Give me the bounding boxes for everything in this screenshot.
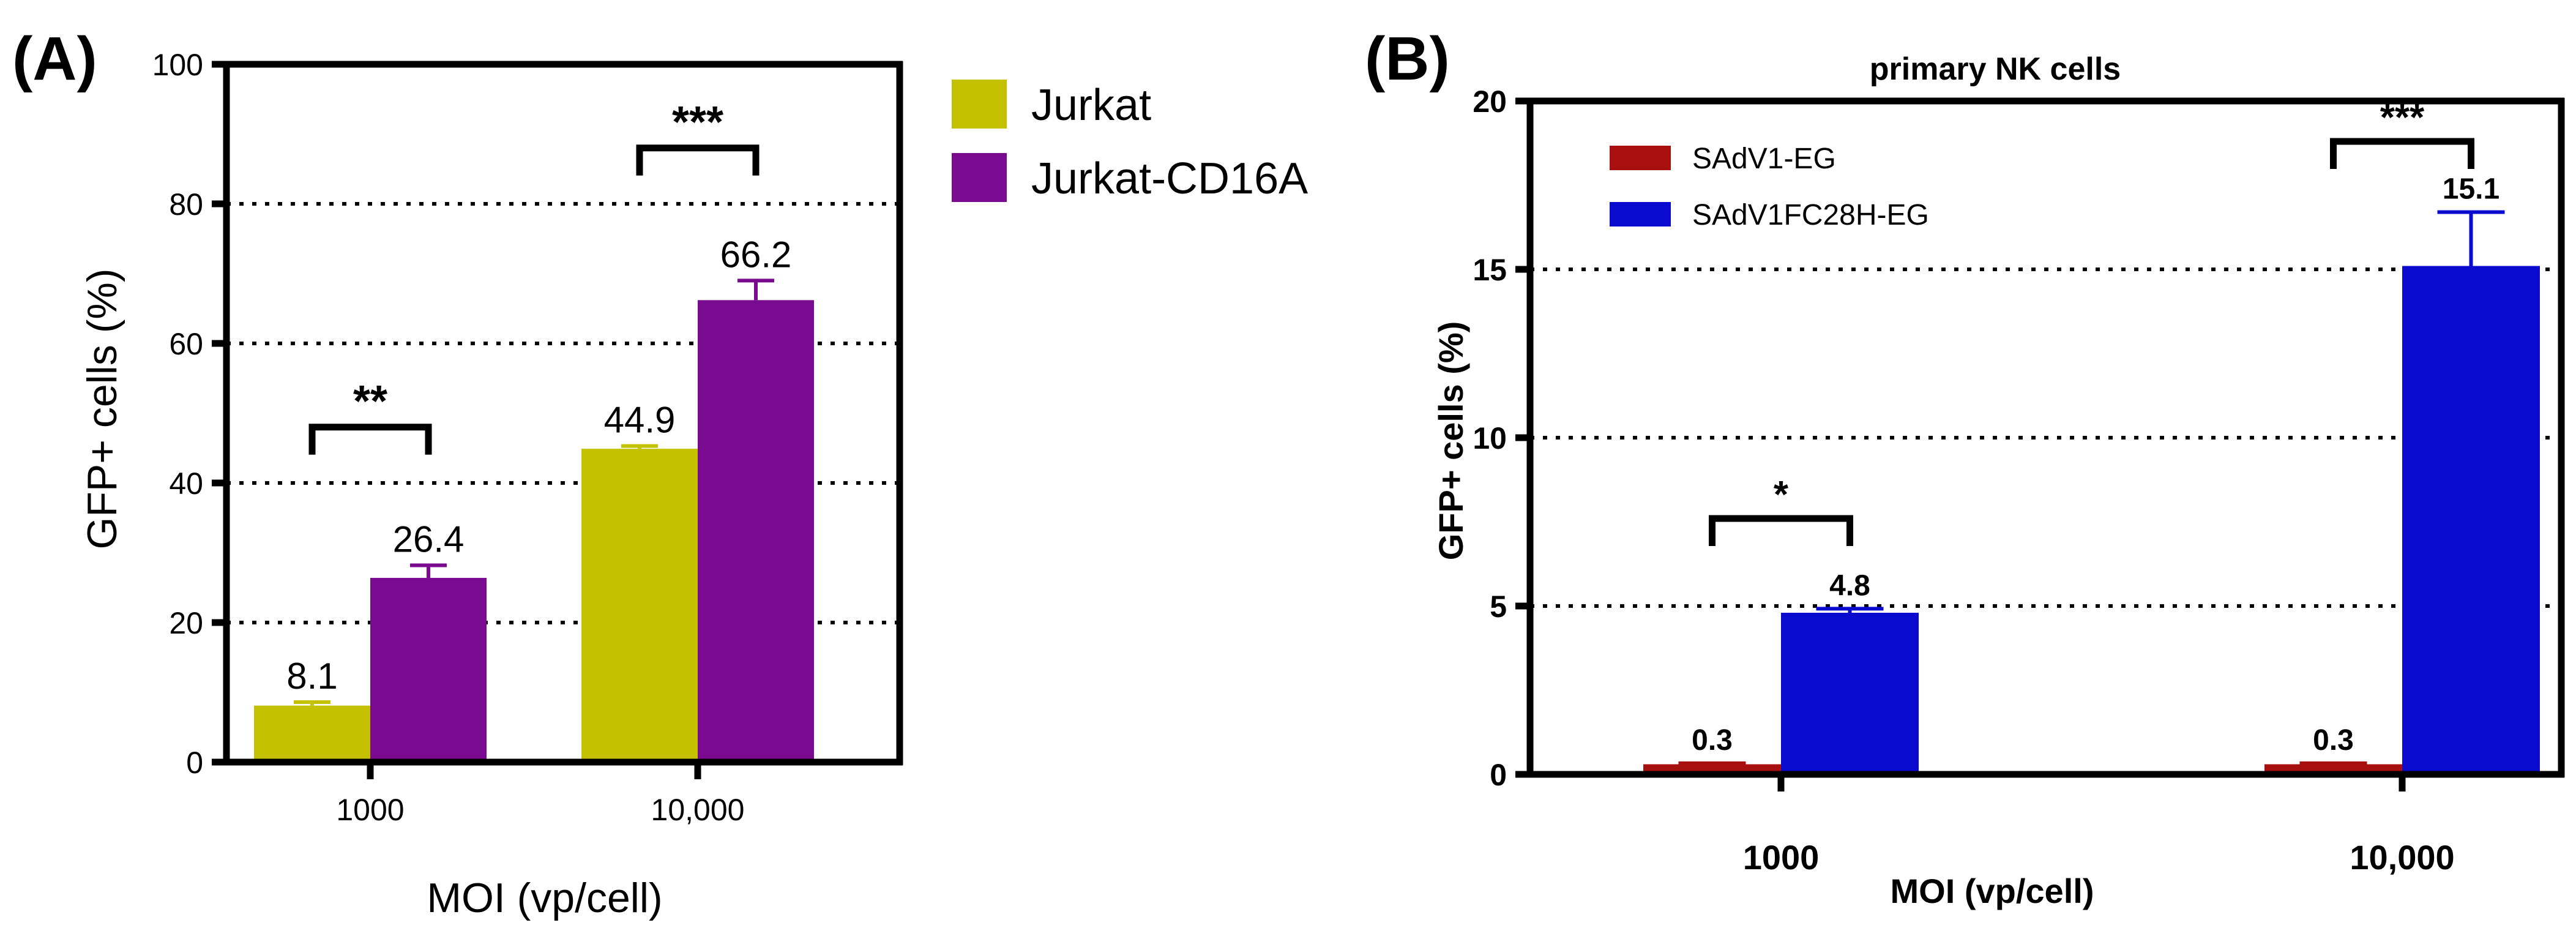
gridlines-b (1530, 268, 2561, 608)
value-labels-a: 8.1 26.4 44.9 66.2 (286, 234, 791, 697)
bars-b (1643, 266, 2540, 774)
value-label-sadv1-eg-0: 0.3 (1692, 724, 1733, 757)
value-labels-b: 0.3 4.8 0.3 15.1 (1692, 173, 2499, 757)
y-axis-label-b: GFP+ cells (%) (1432, 321, 1470, 561)
x-axis-label-a: MOI (vp/cell) (427, 875, 662, 921)
significance-stars-0: ** (353, 377, 387, 426)
bar-sadv1fc28h-eg-0 (1781, 613, 1919, 774)
x-ticks-b: 1000 10,000 (1743, 774, 2455, 877)
y-tick-label: 0 (1490, 758, 1507, 792)
significance-a: ***** (308, 98, 760, 455)
panel-b: (B) primary NK cells 0.34.80.315.1 **** … (1365, 24, 2565, 910)
bar-jurkat-cd16a-0 (370, 578, 487, 762)
legend-label-sadv1-eg: SAdV1-EG (1692, 143, 1836, 175)
y-tick-label: 20 (1473, 84, 1507, 119)
panel-label-a: (A) (12, 24, 97, 93)
significance-bracket-1 (2330, 138, 2474, 169)
y-ticks-a: 0 20 40 60 80 100 (152, 48, 226, 780)
y-ticks-b: 0 5 10 15 20 (1473, 84, 1530, 792)
legend-a: Jurkat Jurkat-CD16A (952, 80, 1308, 203)
error-bars-a (294, 279, 774, 706)
bars-a (254, 300, 814, 762)
x-ticks-a: 1000 10,000 (336, 762, 744, 827)
significance-stars-1: *** (672, 98, 723, 147)
significance-bracket-0 (308, 424, 432, 455)
value-label-sadv1fc28h-eg-0: 4.8 (1829, 569, 1870, 602)
value-label-jurkat-1: 44.9 (604, 400, 676, 441)
value-label-jurkat-cd16a-1: 66.2 (720, 234, 792, 275)
bar-sadv1fc28h-eg-1 (2402, 266, 2540, 774)
legend-b: SAdV1-EG SAdV1FC28H-EG (1610, 143, 1929, 231)
value-label-sadv1-eg-1: 0.3 (2313, 724, 2354, 757)
legend-swatch-sadv1fc28h-eg (1610, 202, 1671, 226)
y-tick-label: 60 (169, 327, 203, 361)
significance-stars-0: * (1774, 474, 1789, 516)
gridlines-a (226, 202, 900, 624)
y-tick-label: 40 (169, 466, 203, 501)
bar-jurkat-0 (254, 705, 370, 762)
error-bars-b (1678, 210, 2505, 765)
y-axis-label-a: GFP+ cells (%) (79, 268, 125, 549)
x-tick-label: 10,000 (651, 793, 745, 827)
value-label-sadv1fc28h-eg-1: 15.1 (2443, 173, 2499, 206)
legend-swatch-jurkat-cd16a (952, 153, 1007, 202)
legend-swatch-jurkat (952, 80, 1007, 129)
y-tick-label: 100 (152, 48, 203, 82)
legend-label-sadv1fc28h-eg: SAdV1FC28H-EG (1692, 199, 1929, 231)
axes-a (223, 61, 903, 766)
x-tick-label: 1000 (336, 793, 404, 827)
y-tick-label: 15 (1473, 253, 1507, 287)
significance-bracket-0 (1709, 515, 1853, 546)
value-label-jurkat-0: 8.1 (286, 656, 337, 697)
x-axis-label-b: MOI (vp/cell) (1891, 872, 2094, 910)
y-tick-label: 5 (1490, 589, 1507, 624)
legend-label-jurkat-cd16a: Jurkat-CD16A (1031, 154, 1308, 203)
y-tick-label: 10 (1473, 421, 1507, 455)
value-label-jurkat-cd16a-0: 26.4 (393, 519, 465, 560)
y-tick-label: 20 (169, 606, 203, 640)
y-tick-label: 80 (169, 187, 203, 222)
panel-label-b: (B) (1365, 24, 1450, 93)
x-tick-label: 10,000 (2350, 838, 2454, 877)
significance-bracket-1 (636, 144, 760, 176)
bar-jurkat-1 (581, 449, 698, 762)
bar-jurkat-cd16a-1 (698, 300, 814, 762)
y-tick-label: 0 (186, 746, 203, 780)
legend-label-jurkat: Jurkat (1031, 81, 1151, 130)
chart-title-b: primary NK cells (1870, 51, 2121, 87)
x-tick-label: 1000 (1743, 838, 1820, 877)
legend-swatch-sadv1-eg (1610, 146, 1671, 170)
